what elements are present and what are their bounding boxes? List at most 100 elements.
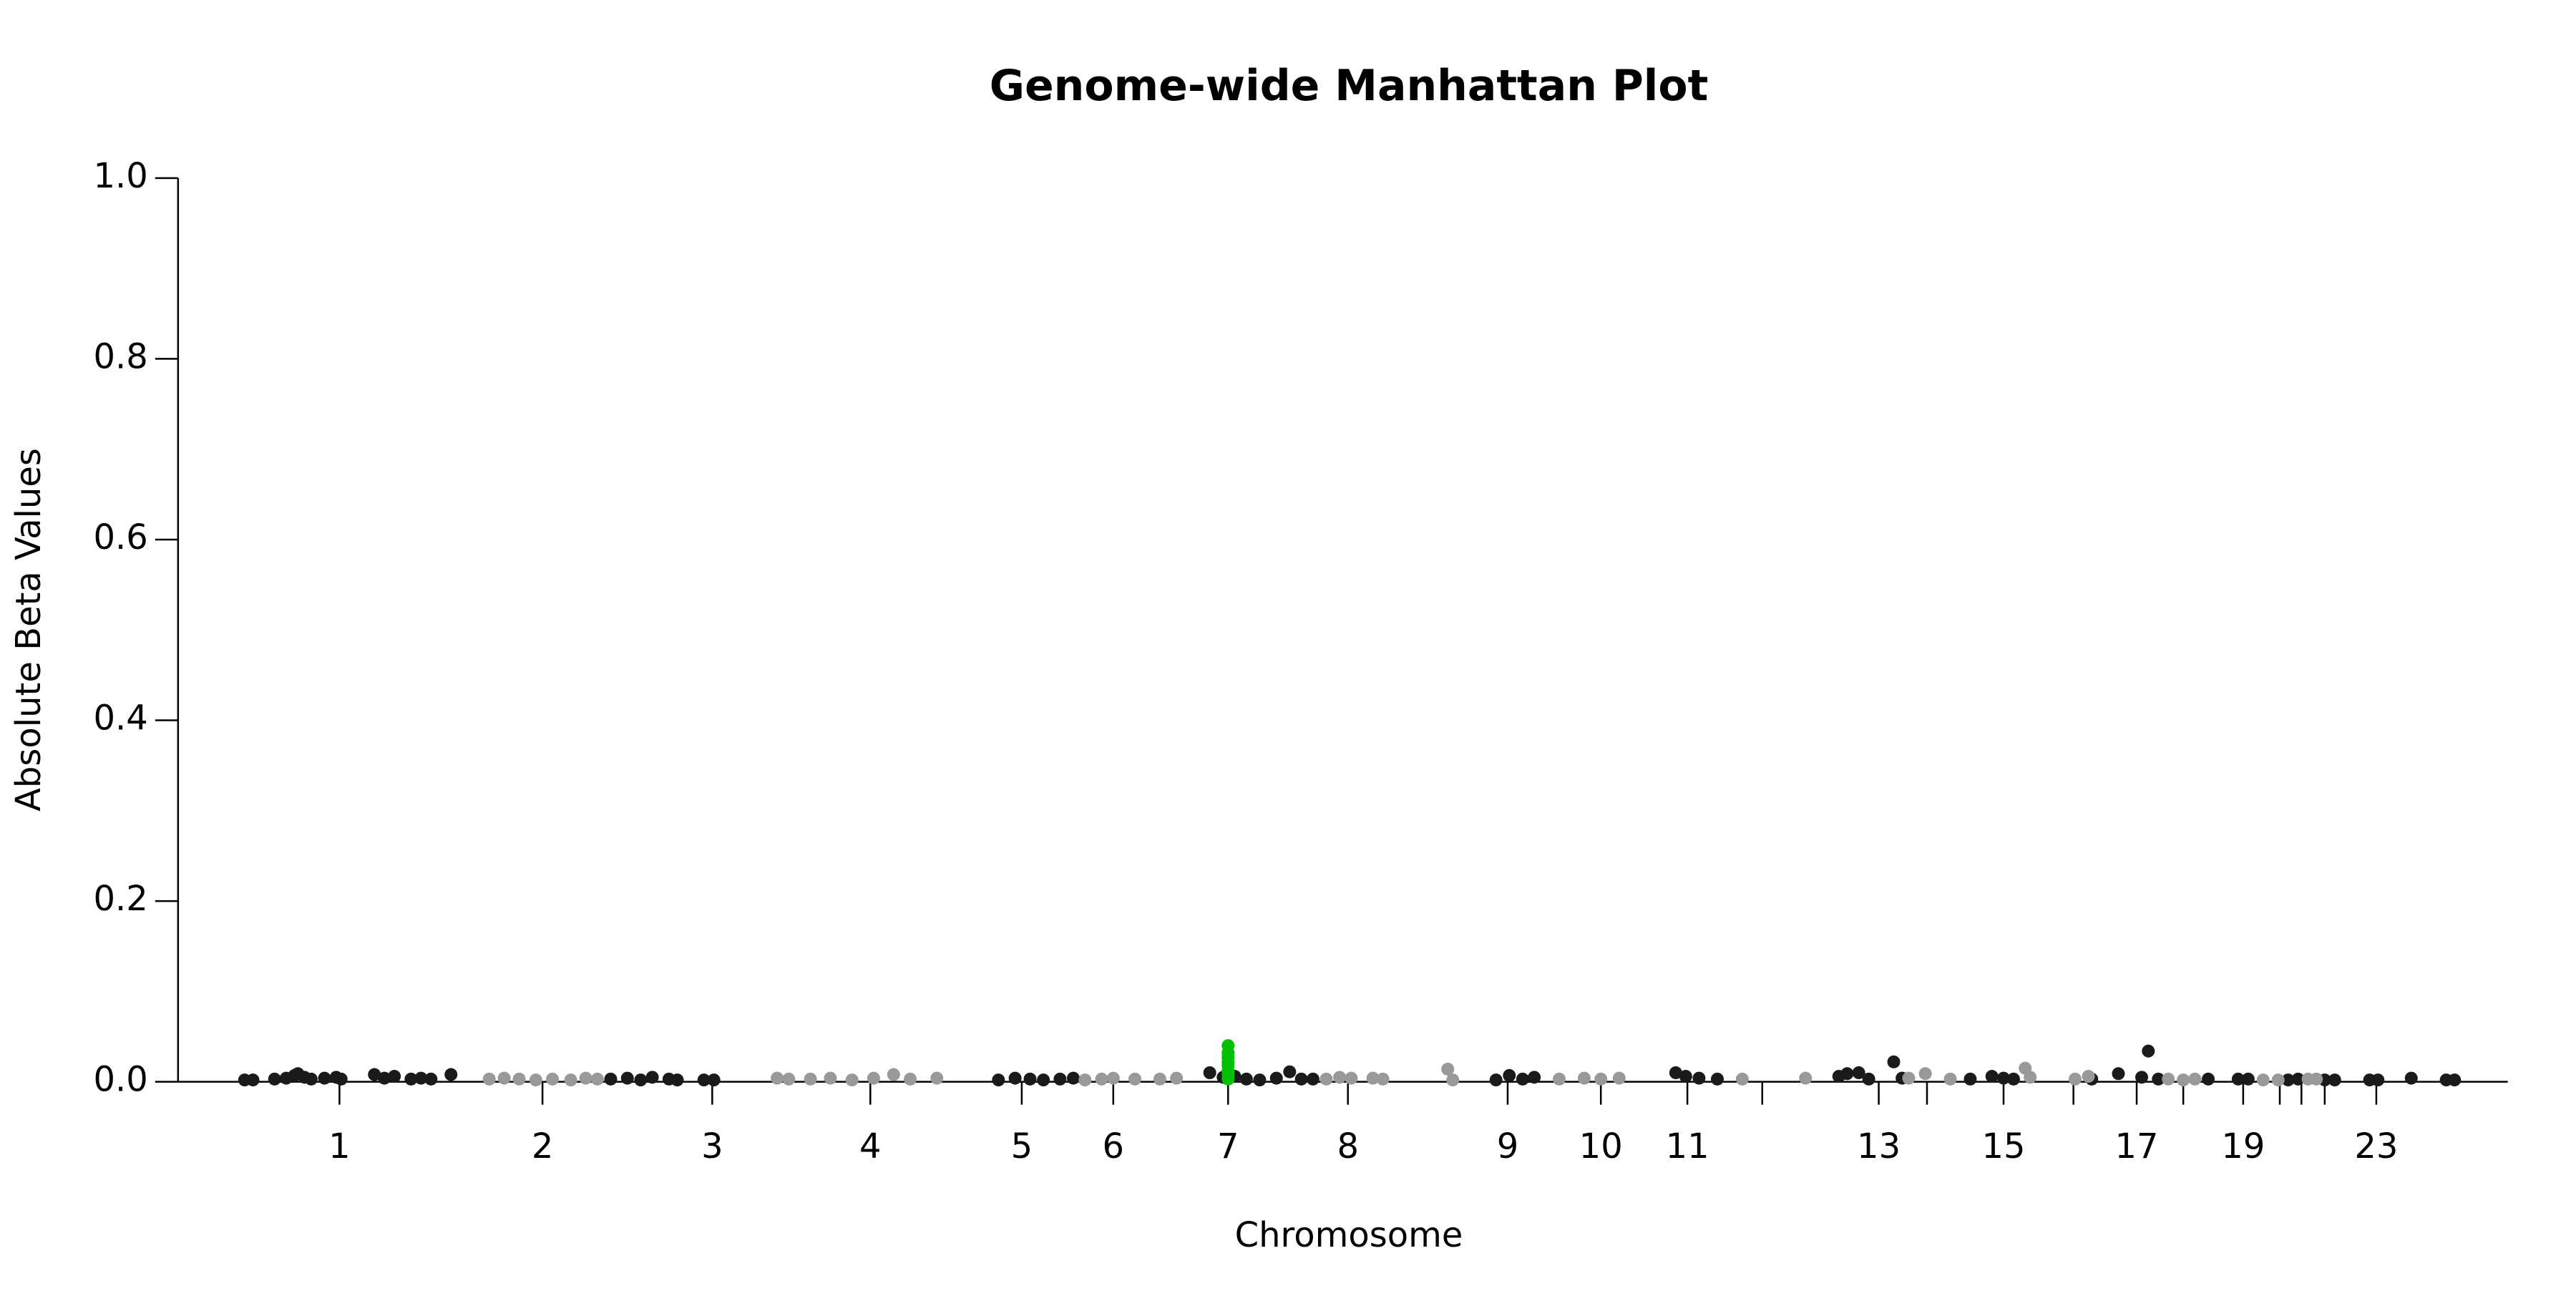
data-point [1306,1072,1319,1086]
data-point [1692,1071,1706,1085]
data-point [1345,1071,1358,1085]
y-tick-label: 0.0 [93,1060,147,1100]
data-point [1612,1071,1626,1085]
data-point [529,1073,542,1087]
data-point [1489,1073,1503,1087]
data-point [2256,1073,2270,1087]
data-point [1840,1067,1854,1081]
data-point [2162,1072,2175,1086]
data-point [404,1072,418,1086]
data-point [1902,1071,1916,1085]
data-point [1078,1073,1092,1087]
data-point [824,1071,837,1085]
data-point [771,1071,784,1085]
data-point [1528,1071,1541,1084]
data-point [246,1073,260,1087]
x-tick-label: 6 [1103,1126,1125,1166]
data-point [1253,1073,1267,1087]
data-point [707,1073,721,1087]
data-point [2328,1073,2341,1087]
data-point [368,1068,381,1081]
data-point [1852,1066,1865,1079]
data-point [2404,1071,2418,1085]
data-point [2006,1072,2020,1086]
data-point [1799,1071,1813,1085]
x-tick-label: 3 [701,1126,723,1166]
data-point [1153,1072,1166,1086]
data-point [634,1073,648,1087]
data-point [2310,1072,2323,1086]
data-point [546,1072,560,1086]
data-point [1221,1039,1235,1053]
data-point [782,1072,796,1086]
data-point [1679,1070,1692,1083]
data-point [482,1072,496,1086]
data-point [512,1072,526,1086]
data-point [1963,1072,1977,1086]
data-point [2291,1072,2305,1086]
data-point [1333,1071,1347,1084]
data-point [904,1072,917,1086]
data-point [1008,1071,1022,1085]
x-tick-label: 15 [1981,1126,2025,1166]
data-point [1128,1072,1142,1086]
data-point [2371,1073,2385,1087]
x-tick-label: 7 [1217,1126,1239,1166]
data-point [1985,1070,1999,1083]
data-point [1366,1071,1380,1085]
data-point [2112,1067,2125,1081]
data-point [1095,1072,1108,1086]
x-tick-label: 10 [1579,1126,1623,1166]
data-point [2448,1073,2462,1087]
y-axis-title: Absolute Beta Values [9,448,49,812]
data-point [2152,1072,2165,1086]
data-point [1669,1066,1682,1079]
data-point [697,1073,711,1087]
data-point [1503,1068,1516,1082]
x-tick-label: 8 [1337,1126,1359,1166]
data-point [378,1071,391,1085]
data-point [1067,1071,1080,1085]
data-point [1053,1072,1067,1086]
data-point [1269,1071,1283,1085]
data-point [2271,1073,2285,1087]
data-point [2142,1044,2155,1058]
x-tick-label: 2 [532,1126,554,1166]
data-point [620,1071,634,1085]
data-point [334,1072,348,1086]
x-tick-label: 13 [1857,1126,1901,1166]
x-axis-title: Chromosome [1235,1215,1463,1255]
data-point [2024,1071,2037,1084]
data-point [2281,1073,2295,1087]
data-point [2188,1072,2202,1086]
data-point [670,1073,684,1087]
x-tick-label: 11 [1666,1126,1709,1166]
data-point [1037,1073,1050,1087]
y-tick-label: 0.6 [93,517,147,557]
data-point [1943,1072,1957,1086]
data-point [2202,1072,2215,1086]
data-point [1106,1071,1120,1085]
y-tick-label: 1.0 [93,156,147,196]
data-point [1516,1072,1529,1086]
x-tick-label: 9 [1497,1126,1519,1166]
data-point [2069,1072,2082,1086]
data-point [1239,1072,1253,1086]
data-point [1294,1072,1308,1086]
data-point [564,1073,577,1087]
data-point [1319,1072,1333,1086]
y-tick-label: 0.2 [93,879,147,919]
data-point [2177,1073,2190,1087]
x-tick-label: 17 [2115,1126,2159,1166]
data-point [444,1068,458,1081]
x-tick-label: 5 [1011,1126,1033,1166]
data-point [268,1072,281,1086]
data-point [1203,1066,1216,1079]
chart-title: Genome-wide Manhattan Plot [990,61,1709,111]
data-point [1441,1062,1455,1076]
data-point [845,1073,859,1087]
data-point [2082,1070,2095,1083]
x-tick-label: 23 [2354,1126,2398,1166]
